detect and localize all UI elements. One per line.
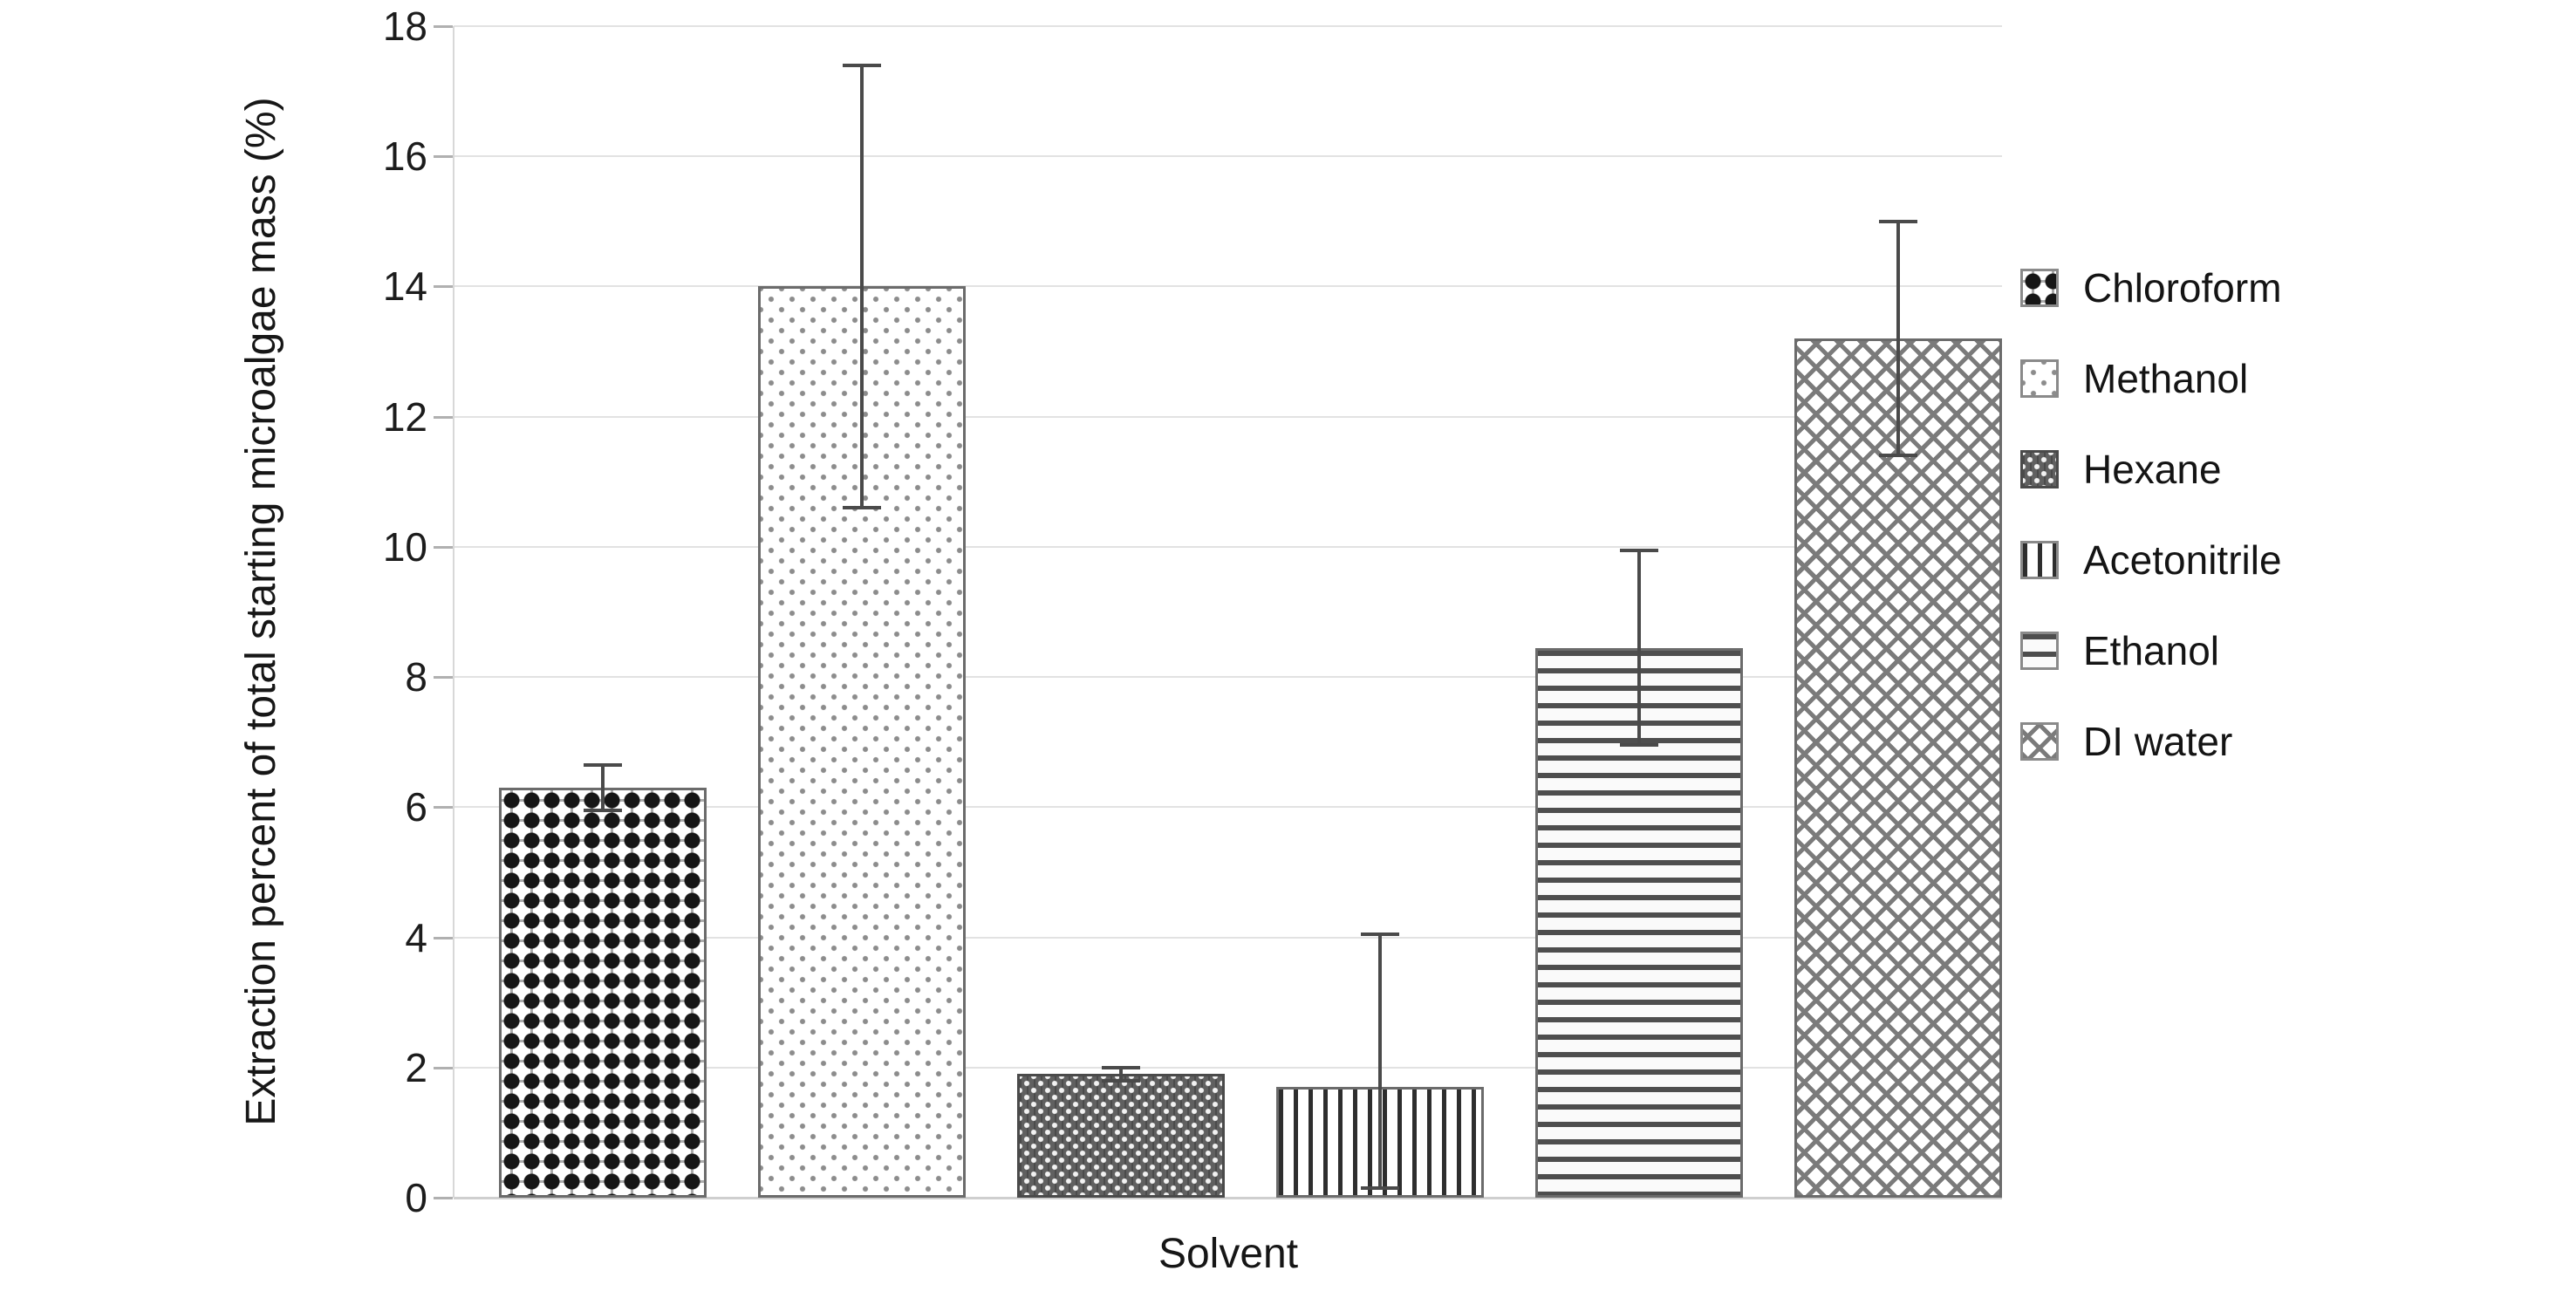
error-cap-top-di-water (1879, 219, 1917, 223)
gridline-18 (454, 25, 2002, 27)
gridline-14 (454, 285, 2002, 288)
y-tick-label-12: 12 (382, 393, 427, 440)
error-cap-top-ethanol (1620, 548, 1658, 552)
legend-label-hexane: Hexane (2083, 447, 2222, 492)
y-tick-2 (434, 1066, 453, 1069)
gridline-2 (454, 1066, 2002, 1069)
error-bar-di-water (1896, 221, 1900, 456)
error-cap-bottom-methanol (843, 506, 881, 510)
error-cap-bottom-di-water (1879, 454, 1917, 458)
y-tick-label-2: 2 (405, 1044, 427, 1090)
y-axis-title: Extraction percent of total starting mic… (238, 97, 284, 1126)
y-tick-label-18: 18 (382, 3, 427, 49)
y-tick-4 (434, 936, 453, 939)
y-tick-label-0: 0 (405, 1175, 427, 1220)
gridline-8 (454, 676, 2002, 679)
y-tick-label-14: 14 (382, 263, 427, 310)
error-cap-top-methanol (843, 63, 881, 67)
error-cap-bottom-hexane (1102, 1078, 1140, 1083)
y-tick-10 (434, 545, 453, 549)
error-cap-top-acetonitrile (1361, 932, 1399, 936)
y-tick-0 (434, 1197, 453, 1199)
error-bar-chloroform (601, 764, 605, 811)
error-cap-bottom-ethanol (1620, 743, 1658, 748)
legend-swatch-chloroform-icon (2020, 269, 2059, 307)
y-axis-line (453, 26, 454, 1198)
legend-swatch-ethanol-icon (2020, 632, 2059, 670)
legend-label-ethanol: Ethanol (2083, 628, 2220, 673)
legend-swatch-di-water-icon (2020, 722, 2059, 761)
gridline-0 (454, 1197, 2002, 1199)
legend-label-methanol: Methanol (2083, 356, 2249, 401)
error-bar-ethanol (1637, 550, 1641, 746)
error-bar-acetonitrile (1378, 933, 1382, 1188)
gridline-4 (454, 936, 2002, 939)
y-tick-label-8: 8 (405, 654, 427, 700)
x-axis-title: Solvent (1158, 1231, 1299, 1277)
bar-di-water (1794, 338, 2002, 1198)
legend-label-acetonitrile: Acetonitrile (2083, 537, 2282, 583)
gridline-10 (454, 545, 2002, 548)
bar-hexane (1017, 1074, 1225, 1198)
error-cap-bottom-acetonitrile (1361, 1185, 1399, 1190)
y-tick-18 (434, 25, 453, 28)
legend-swatch-hexane-icon (2020, 450, 2059, 488)
legend-label-di-water: DI water (2083, 719, 2233, 764)
legend-swatch-methanol-icon (2020, 359, 2059, 398)
y-tick-label-4: 4 (405, 914, 427, 960)
y-tick-12 (434, 415, 453, 419)
y-tick-label-16: 16 (382, 133, 427, 180)
error-cap-top-chloroform (584, 762, 622, 767)
y-tick-14 (434, 285, 453, 289)
legend-label-chloroform: Chloroform (2083, 265, 2282, 311)
error-cap-bottom-chloroform (584, 809, 622, 813)
y-tick-label-10: 10 (382, 523, 427, 570)
y-tick-label-6: 6 (405, 784, 427, 830)
error-cap-top-hexane (1102, 1065, 1140, 1069)
error-bar-methanol (860, 65, 864, 509)
legend-swatch-acetonitrile-icon (2020, 541, 2059, 579)
gridline-6 (454, 806, 2002, 809)
gridline-12 (454, 415, 2002, 418)
error-bar-hexane (1119, 1067, 1123, 1081)
gridline-16 (454, 155, 2002, 158)
y-tick-6 (434, 806, 453, 810)
y-tick-16 (434, 155, 453, 159)
y-tick-8 (434, 676, 453, 680)
bar-chloroform (499, 787, 707, 1198)
